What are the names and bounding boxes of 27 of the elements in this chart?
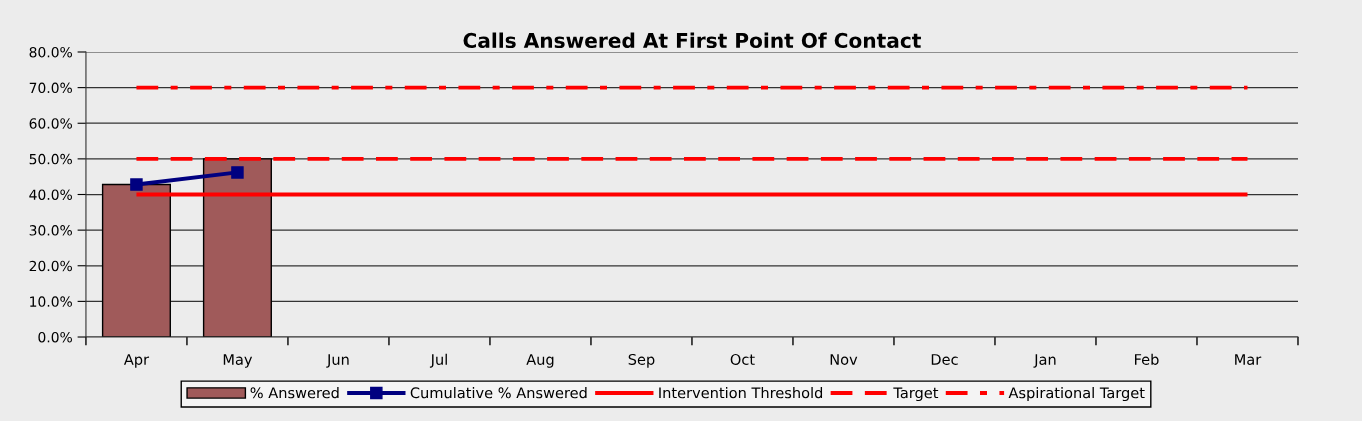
x-tick-label: Jul <box>429 353 447 368</box>
y-tick-label: 0.0% <box>38 331 72 343</box>
x-tick-label: Mar <box>1235 354 1262 365</box>
y-tick-label: 30.0% <box>29 225 72 236</box>
y-tick-label: 50.0% <box>29 153 72 165</box>
y-tick-label: 10.0% <box>30 296 72 307</box>
legend-label: Aspirational Target <box>1008 387 1145 402</box>
x-tick-label: May <box>223 354 253 368</box>
x-tick-label: Feb <box>1135 353 1159 365</box>
legend-label: Target <box>893 387 939 402</box>
legend-label: % Answered <box>250 387 339 399</box>
legend-label: Intervention Threshold <box>659 387 823 399</box>
chart-title: Calls Answered At First Point Of Contact <box>463 32 921 49</box>
y-tick-label: 20.0% <box>29 260 72 272</box>
x-tick-label: Sep <box>628 353 655 368</box>
y-tick-label: 40.0% <box>29 189 72 200</box>
y-tick-label: 60.0% <box>29 118 72 129</box>
x-tick-label: Jan <box>1033 354 1056 368</box>
x-tick-label: Dec <box>931 354 958 365</box>
y-tick-label: 80.0% <box>29 46 72 58</box>
x-tick-label: Apr <box>123 354 150 368</box>
x-tick-label: Jun <box>326 354 349 368</box>
x-tick-label: Aug <box>526 354 554 368</box>
y-tick-label: 70.0% <box>29 82 72 94</box>
legend-label: Cumulative % Answered <box>410 387 587 399</box>
x-tick-label: Nov <box>830 354 858 365</box>
x-tick-label: Oct <box>730 353 755 365</box>
